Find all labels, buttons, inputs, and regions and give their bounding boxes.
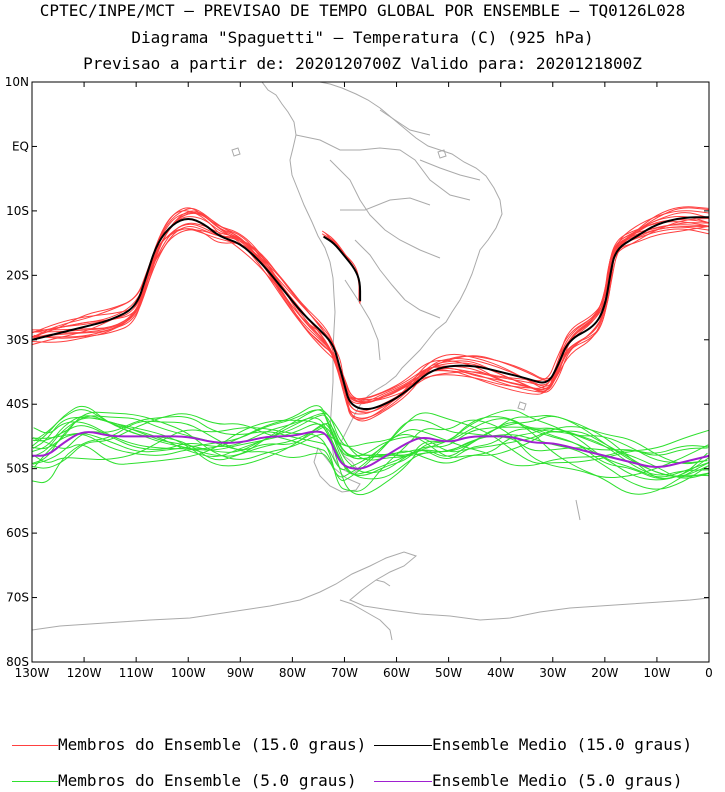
legend-label-mean5: Ensemble Medio (5.0 graus) — [432, 771, 683, 790]
member-line-5 — [33, 418, 709, 496]
ensemble-mean-5-line — [32, 430, 709, 470]
ensemble-mean-15-line — [32, 216, 709, 411]
lat-tick-label: 10N — [5, 75, 29, 89]
lat-tick-label: EQ — [12, 139, 29, 153]
lon-tick-label: 0 — [705, 666, 713, 680]
lon-tick-label: 120W — [67, 666, 102, 680]
member-line-5 — [33, 409, 709, 477]
lat-tick-label: 10S — [6, 204, 29, 218]
member-line-5 — [32, 415, 708, 464]
lon-tick-label: 20W — [591, 666, 618, 680]
ensemble-members-5-lines — [32, 405, 709, 496]
lat-tick-label: 80S — [6, 655, 29, 669]
lon-tick-label: 90W — [227, 666, 254, 680]
lon-tick-label: 130W — [15, 666, 50, 680]
lat-tick-label: 30S — [6, 333, 29, 347]
header-title-line3: Previsao a partir de: 2020120700Z Valido… — [83, 54, 642, 73]
lat-tick-label: 50S — [6, 462, 29, 476]
legend-swatch-members15 — [12, 745, 58, 746]
lon-tick-label: 50W — [435, 666, 462, 680]
member-line-5 — [32, 415, 709, 478]
member-line-5 — [32, 420, 708, 484]
lon-tick-label: 30W — [539, 666, 566, 680]
lon-tick-label: 10W — [643, 666, 670, 680]
lat-tick-label: 20S — [6, 268, 29, 282]
ensemble-mean-lines — [32, 216, 709, 470]
lon-tick-label: 100W — [171, 666, 206, 680]
member-line-5 — [32, 423, 708, 490]
member-line-5 — [32, 412, 709, 482]
lat-tick-label: 40S — [6, 397, 29, 411]
ensemble-mean-15-line — [323, 235, 362, 302]
lon-tick-label: 70W — [331, 666, 358, 680]
member-line-5 — [32, 416, 709, 471]
lon-tick-label: 80W — [279, 666, 306, 680]
longitude-axis: 130W 120W 110W 100W 90W 80W 70W 60W 50W 40W 30W 20W… — [15, 82, 713, 680]
south-america-coastline — [32, 82, 709, 641]
lat-tick-label: 60S — [6, 526, 29, 540]
legend-swatch-mean5 — [374, 781, 432, 782]
lon-tick-label: 110W — [119, 666, 154, 680]
legend-label-members15: Membros do Ensemble (15.0 graus) — [58, 735, 367, 754]
lon-tick-label: 60W — [383, 666, 410, 680]
latitude-axis: 10N EQ 10S 20S 30S 40S 50S 60S 70S 80S — [5, 75, 709, 669]
header-title-line2: Diagrama "Spaguetti" – Temperatura (C) (… — [131, 28, 594, 47]
lon-tick-label: 40W — [487, 666, 514, 680]
member-line-15 — [32, 215, 709, 415]
member-line-15 — [32, 210, 709, 420]
header-title-line1: CPTEC/INPE/MCT – PREVISAO DE TEMPO GLOBA… — [39, 1, 686, 20]
member-line-15 — [32, 212, 709, 405]
plot-frame — [31, 81, 710, 663]
lat-tick-label: 70S — [6, 591, 29, 605]
legend-label-members5: Membros do Ensemble (5.0 graus) — [58, 771, 357, 790]
legend-label-mean15: Ensemble Medio (15.0 graus) — [432, 735, 693, 754]
ensemble-members-15-lines — [32, 206, 709, 422]
legend-swatch-mean15 — [374, 745, 432, 746]
member-line-5 — [33, 411, 708, 468]
legend-swatch-members5 — [12, 781, 58, 782]
